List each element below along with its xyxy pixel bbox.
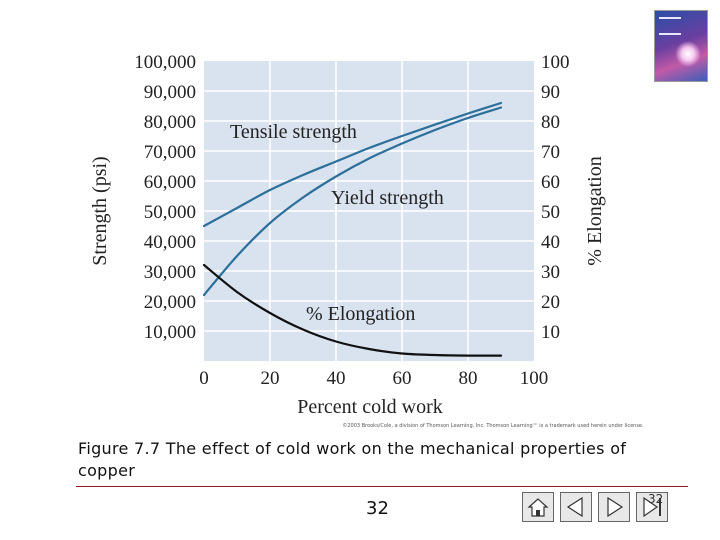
grid <box>204 61 534 361</box>
y-tick-right-label: 100 <box>541 52 570 73</box>
copyright-notice: ©2003 Brooks/Cole, a division of Thomson… <box>342 423 644 429</box>
y-tick-left-label: 50,000 <box>144 202 196 223</box>
next-slide-button[interactable] <box>598 492 630 522</box>
page-number: 32 <box>366 498 389 519</box>
y-axis-title-left: Strength (psi) <box>89 156 111 265</box>
series-group <box>202 101 503 357</box>
book-cover-thumbnail <box>654 10 708 82</box>
divider-line <box>76 486 688 487</box>
label-elongation: % Elongation <box>306 303 415 325</box>
y-tick-left-label: 40,000 <box>144 232 196 253</box>
y-ticks-right: 10 20 30 40 50 60 70 80 90 100 <box>541 52 570 343</box>
x-tick-label: 60 <box>393 368 412 389</box>
label-yield-strength: Yield strength <box>331 187 444 209</box>
y-axis-title-right: % Elongation <box>584 156 606 265</box>
y-tick-left-label: 80,000 <box>144 112 196 133</box>
y-tick-left-label: 20,000 <box>144 292 196 313</box>
y-tick-right-label: 10 <box>541 322 560 343</box>
y-tick-left-label: 10,000 <box>144 322 196 343</box>
y-tick-right-label: 20 <box>541 292 560 313</box>
label-tensile-strength: Tensile strength <box>230 121 357 143</box>
home-icon <box>527 498 549 517</box>
cover-light-burst <box>675 41 701 67</box>
x-tick-label: 20 <box>261 368 280 389</box>
x-axis-title: Percent cold work <box>297 396 443 418</box>
x-tick-label: 0 <box>199 368 209 389</box>
y-tick-right-label: 50 <box>541 202 560 223</box>
cover-title-lines <box>659 17 681 35</box>
elongation-line <box>202 263 503 357</box>
y-tick-left-label: 70,000 <box>144 142 196 163</box>
x-tick-label: 80 <box>459 368 478 389</box>
x-tick-label: 100 <box>520 368 549 389</box>
y-tick-left-label: 100,000 <box>134 52 196 73</box>
x-tick-label: 40 <box>327 368 346 389</box>
y-tick-right-label: 30 <box>541 262 560 283</box>
slide-corner-number: 32 <box>648 492 664 506</box>
yield-strength-line <box>202 106 503 297</box>
y-ticks-left: 10,000 20,000 30,000 40,000 50,000 60,000 70,0… <box>134 52 196 343</box>
y-tick-right-label: 40 <box>541 232 560 253</box>
y-tick-right-label: 60 <box>541 172 560 193</box>
chart: 10,000 20,000 30,000 40,000 50,000 60,000 70,0… <box>89 52 606 418</box>
back-arrow-icon <box>566 496 583 518</box>
tensile-strength-line <box>202 101 503 228</box>
y-tick-left-label: 90,000 <box>144 82 196 103</box>
forward-arrow-icon <box>607 496 624 518</box>
home-button[interactable] <box>522 492 554 522</box>
x-ticks: 0 20 40 60 80 100 <box>199 368 548 389</box>
y-tick-right-label: 80 <box>541 112 560 133</box>
figure-caption: Figure 7.7 The effect of cold work on th… <box>78 439 627 480</box>
y-tick-right-label: 70 <box>541 142 560 163</box>
y-tick-left-label: 60,000 <box>144 172 196 193</box>
previous-slide-button[interactable] <box>560 492 592 522</box>
y-tick-right-label: 90 <box>541 82 560 103</box>
y-tick-left-label: 30,000 <box>144 262 196 283</box>
end-arrow-icon <box>643 496 661 518</box>
last-slide-button[interactable] <box>636 492 668 522</box>
